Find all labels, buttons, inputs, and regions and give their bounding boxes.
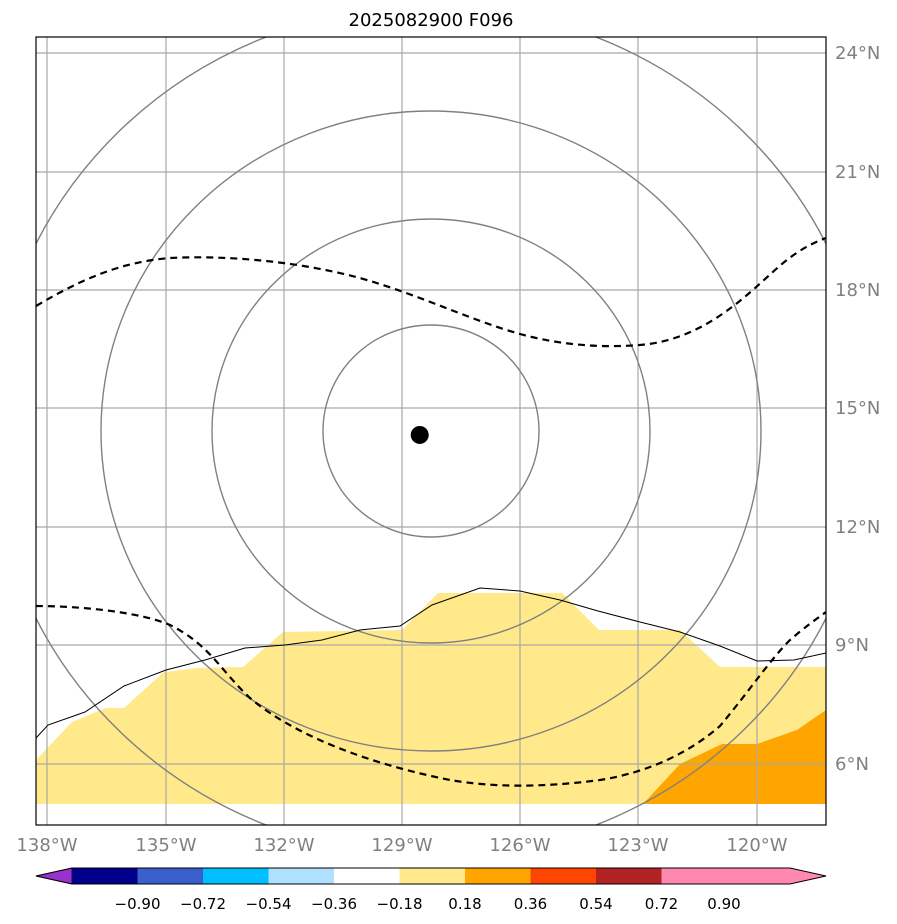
latitude-labels: 24°N 21°N 18°N 15°N 12°N 9°N 6°N — [835, 43, 880, 775]
colorbar-outline — [35, 867, 827, 885]
colorbar-extend-low — [35, 867, 73, 885]
colorbar-tick-label: −0.90 — [115, 895, 161, 913]
range-ring-1 — [322, 324, 540, 538]
range-ring-3 — [100, 110, 762, 752]
range-rings — [36, 37, 826, 825]
boundary-line — [36, 587, 826, 739]
range-ring-2 — [211, 218, 651, 644]
colorbar-tick-label: −0.36 — [311, 895, 357, 913]
colorbar-swatch — [399, 868, 465, 884]
plot-area — [36, 37, 826, 825]
lat-label: 6°N — [835, 754, 869, 775]
field-fill-mid — [643, 710, 826, 804]
lat-label: 24°N — [835, 43, 880, 64]
colorbar: −0.90 −0.72 −0.54 −0.36 −0.18 0.18 0.36 … — [35, 867, 827, 913]
dashed-contour-south — [36, 604, 826, 787]
colorbar-tick-label: 0.18 — [448, 895, 481, 913]
lat-label: 12°N — [835, 517, 880, 538]
field-fill-low — [36, 593, 826, 804]
lat-label: 9°N — [835, 635, 869, 656]
colorbar-tick-label: 0.72 — [645, 895, 678, 913]
longitude-labels: 138°W 135°W 132°W 129°W 126°W 123°W 120°… — [16, 835, 787, 856]
lon-label: 132°W — [253, 835, 314, 856]
colorbar-tick-label: 0.36 — [514, 895, 547, 913]
colorbar-tick-label: −0.54 — [246, 895, 292, 913]
colorbar-tick-label: 0.54 — [579, 895, 612, 913]
colorbar-extend-high — [724, 868, 826, 884]
colorbar-swatch — [661, 868, 724, 884]
colorbar-swatch — [72, 868, 138, 884]
lat-label: 15°N — [835, 398, 880, 419]
colorbar-swatch — [137, 868, 203, 884]
colorbar-ticks: −0.90 −0.72 −0.54 −0.36 −0.18 0.18 0.36 … — [115, 895, 741, 913]
colorbar-swatch — [334, 868, 400, 884]
colorbar-swatch — [465, 868, 531, 884]
colorbar-swatch — [530, 868, 596, 884]
colorbar-tick-label: 0.90 — [707, 895, 740, 913]
dashed-contours — [36, 236, 826, 787]
lon-label: 135°W — [135, 835, 196, 856]
colorbar-swatch — [203, 868, 269, 884]
lon-label: 123°W — [607, 835, 668, 856]
colorbar-tick-label: −0.72 — [180, 895, 226, 913]
colorbar-tick-label: −0.18 — [377, 895, 423, 913]
dashed-contour-north — [36, 236, 826, 348]
colorbar-swatch — [268, 868, 334, 884]
lat-label: 21°N — [835, 162, 880, 183]
lon-label: 126°W — [489, 835, 550, 856]
lon-label: 129°W — [371, 835, 432, 856]
storm-center-marker — [410, 425, 429, 444]
lat-label: 18°N — [835, 280, 880, 301]
lon-label: 138°W — [16, 835, 77, 856]
colorbar-swatch — [596, 868, 662, 884]
graticule — [36, 37, 826, 825]
plot-frame — [35, 36, 827, 826]
figure-title: 2025082900 F096 — [349, 10, 514, 31]
lon-label: 120°W — [726, 835, 787, 856]
